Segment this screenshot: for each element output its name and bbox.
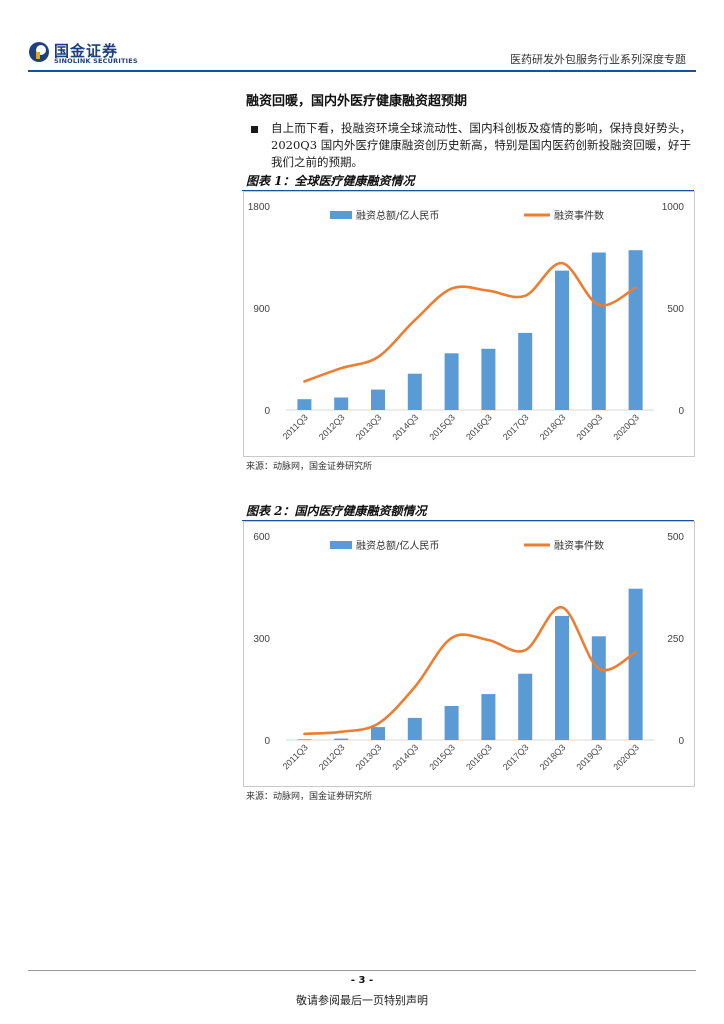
x-axis-tick-label: 2020Q3 [611,412,641,442]
right-axis-tick-label: 500 [667,304,684,315]
x-axis-tick-label: 2017Q3 [501,742,531,772]
bar-2020Q3 [628,250,643,410]
legend-bar-label: 融资总额/亿人民币 [356,209,439,222]
footer-divider [28,970,696,971]
left-axis-tick-label: 0 [264,736,270,747]
bar-2016Q3 [481,348,496,410]
bar-2014Q3 [407,373,422,410]
figure-2-title: 图表 2：国内医疗健康融资额情况 [246,504,427,518]
x-axis-tick-label: 2015Q3 [427,412,457,442]
x-axis-tick-label: 2013Q3 [354,742,384,772]
x-axis-tick-label: 2019Q3 [574,412,604,442]
figure-1-divider [242,190,694,191]
company-logo: 国金证券 SINOLINK SECURITIES [28,40,138,70]
x-axis-tick-label: 2013Q3 [354,412,384,442]
figure-2-divider [242,520,694,521]
left-axis-tick-label: 600 [253,532,270,543]
figure-2-chart: 0 300 600 0 250 500 2011Q3 2012Q3 2013Q3 2014Q3 20… [243,521,695,787]
x-axis-tick-label: 2018Q3 [538,412,568,442]
right-axis-tick-label: 1000 [662,202,685,213]
x-axis-tick-label: 2012Q3 [317,742,347,772]
logo-name-cn: 国金证券 [54,42,119,60]
x-axis-tick-label: 2012Q3 [317,412,347,442]
logo-name-en: SINOLINK SECURITIES [54,57,138,65]
bullet-square-icon [251,126,258,133]
chart-1-svg: 0 900 1800 0 500 1000 2011Q3 2012Q3 2013Q3 2014Q3… [248,202,685,442]
x-axis-tick-label: 2018Q3 [538,742,568,772]
right-axis-tick-label: 250 [667,634,684,645]
page-number: - 3 - [350,975,374,986]
bar-2017Q3 [518,332,533,410]
x-axis-tick-label: 2015Q3 [427,742,457,772]
legend-line-label: 融资事件数 [554,209,604,222]
body-paragraph: 自上而下看，投融资环境全球流动性、国内科创板及疫情的影响，保持良好势头，2020… [271,121,691,169]
bar-2011Q3 [297,739,312,740]
x-axis-tick-label: 2020Q3 [611,742,641,772]
bar-2013Q3 [371,727,385,740]
bar-2015Q3 [444,706,459,740]
right-axis-tick-label: 0 [678,736,684,747]
bar-2016Q3 [481,694,496,740]
bar-2014Q3 [407,717,422,740]
bar-2020Q3 [628,588,643,740]
report-series-title: 医药研发外包服务行业系列深度专题 [510,53,686,66]
bar-2011Q3 [297,399,312,410]
right-axis-tick-label: 500 [667,532,684,543]
x-axis-tick-label: 2014Q3 [390,742,420,772]
legend-bar-swatch [330,541,352,549]
x-axis-tick-label: 2014Q3 [390,412,420,442]
bar-2017Q3 [518,673,533,740]
left-axis-tick-label: 1800 [248,202,271,213]
figure-1-title: 图表 1：全球医疗健康融资情况 [246,174,415,188]
footer-disclaimer: 敬请参阅最后一页特别声明 [296,994,428,1007]
bar-2012Q3 [334,738,349,740]
left-axis-tick-label: 0 [264,406,270,417]
bar-2013Q3 [371,389,385,410]
left-axis-tick-label: 900 [253,304,270,315]
figure-1-chart: 0 900 1800 0 500 1000 2011Q3 2012Q3 2013Q3 2014Q3… [243,191,695,457]
event-count-line [303,606,637,736]
section-heading: 融资回暖，国内外医疗健康融资超预期 [246,94,468,109]
bar-2015Q3 [444,353,459,410]
legend-bar-swatch [330,211,352,219]
event-count-line [303,261,637,383]
x-axis-tick-label: 2016Q3 [464,412,494,442]
bar-2018Q3 [555,615,569,740]
x-axis-tick-label: 2019Q3 [574,742,604,772]
bar-2018Q3 [555,270,569,410]
legend-line-label: 融资事件数 [554,539,604,552]
sinolink-logo-icon [29,42,49,62]
right-axis-tick-label: 0 [678,406,684,417]
figure-1-source: 来源：动脉网，国金证券研究所 [246,462,373,472]
x-axis-tick-label: 2011Q3 [281,412,310,441]
bar-2012Q3 [334,397,349,410]
x-axis-tick-label: 2011Q3 [281,742,310,771]
bar-2019Q3 [591,636,606,740]
figure-2-source: 来源：动脉网，国金证券研究所 [246,792,373,802]
x-axis-tick-label: 2016Q3 [464,742,494,772]
legend-bar-label: 融资总额/亿人民币 [356,539,439,552]
left-axis-tick-label: 300 [253,634,270,645]
header-divider [28,70,696,72]
x-axis-tick-label: 2017Q3 [501,412,531,442]
bar-2019Q3 [591,252,606,410]
